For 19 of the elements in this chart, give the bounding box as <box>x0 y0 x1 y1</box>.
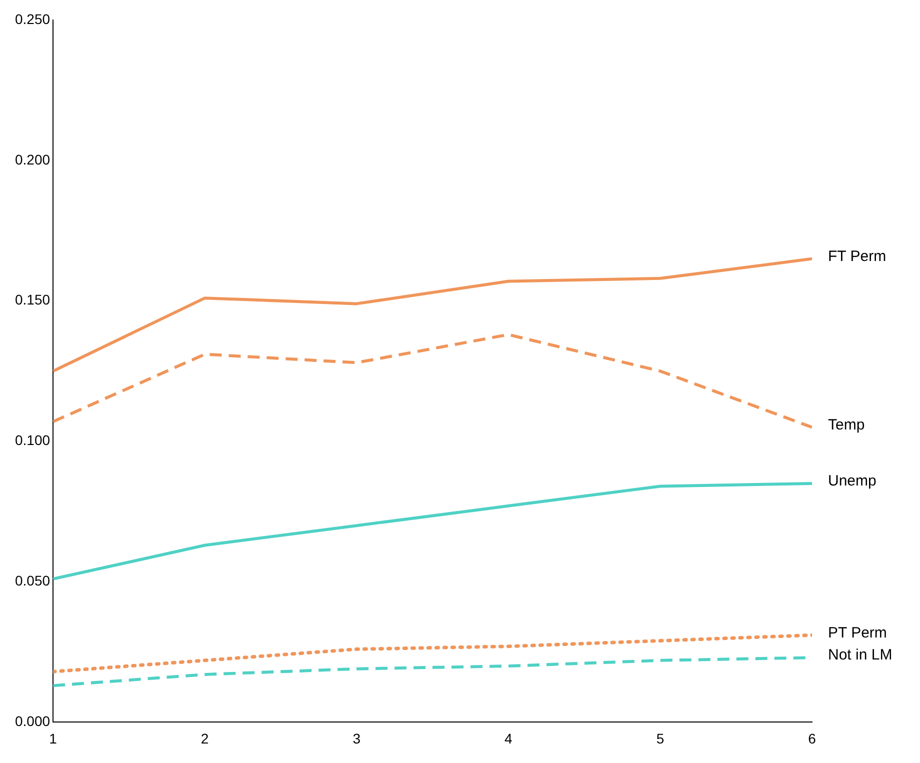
x-tick-label: 6 <box>808 730 816 746</box>
x-tick-label: 3 <box>352 730 361 746</box>
y-tick-label: 0.050 <box>14 572 50 589</box>
x-tick-label: 1 <box>49 730 58 746</box>
series-label: Not in LM <box>828 646 892 664</box>
x-tick-label: 5 <box>656 730 664 746</box>
y-tick-label: 0.100 <box>14 432 50 448</box>
series-label: FT Perm <box>828 248 886 265</box>
x-tick-label: 2 <box>200 730 209 746</box>
y-tick-label: 0.250 <box>14 10 50 27</box>
y-tick-label: 0.150 <box>14 292 50 308</box>
line-series <box>53 333 812 429</box>
series-label: Unemp <box>828 472 876 490</box>
y-tick-label: 0.000 <box>14 713 50 730</box>
series-label: Temp <box>828 416 865 434</box>
x-tick-label: 4 <box>504 730 513 746</box>
line-series <box>53 633 812 674</box>
y-tick-label: 0.200 <box>14 151 50 168</box>
series-label: PT Perm <box>828 624 887 642</box>
